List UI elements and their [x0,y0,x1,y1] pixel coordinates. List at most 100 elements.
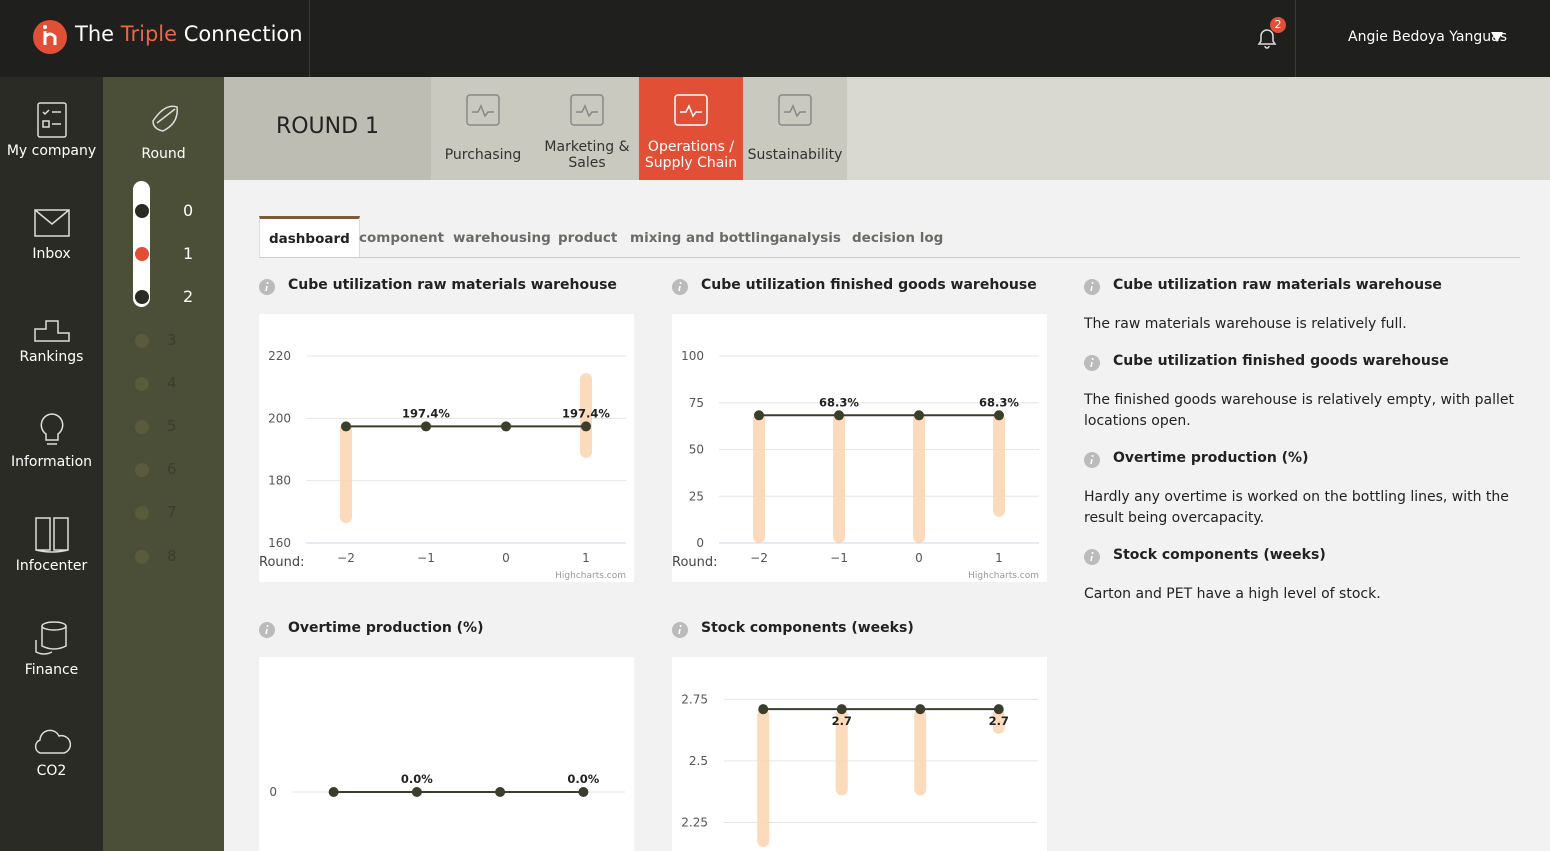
range-bar [913,413,925,543]
tab[interactable]: Operations / Supply Chain [639,77,743,180]
x-tick-label: −1 [830,551,848,565]
round-dot[interactable] [134,290,149,305]
nav-item[interactable]: Rankings [0,307,103,365]
note-text: The finished goods warehouse is relative… [1084,392,1514,429]
range-bar [757,709,770,848]
y-tick-label: 200 [268,411,291,425]
data-label: 0.0% [401,772,433,786]
round-number: 4 [167,373,177,392]
info-icon-stem [678,285,681,292]
brand-word: Connection [183,22,303,46]
round-number: 8 [167,546,177,565]
info-icon-dot [1091,358,1094,360]
y-tick-label: 2.5 [689,754,708,768]
info-icon-stem [1090,361,1093,368]
data-point [994,410,1004,421]
data-label: 68.3% [979,395,1019,409]
range-bar [993,413,1005,517]
nav-item[interactable]: Finance [0,618,103,678]
nav-item[interactable]: Information [0,410,103,470]
nav-item[interactable]: My company [0,99,103,159]
icon [34,729,71,754]
nav-label: Finance [24,662,79,678]
y-tick-label: 220 [268,349,291,363]
subtab[interactable]: warehousing [453,230,551,246]
x-tick-label: −2 [750,551,768,565]
data-point [581,421,591,432]
round-dot[interactable] [134,204,149,218]
round-title: ROUND 1 [275,114,380,139]
subtab[interactable]: dashboard [259,216,360,258]
info-icon-dot [1091,552,1094,554]
nav-item[interactable]: Infocenter [0,514,103,574]
range-bar [835,709,848,796]
data-label: 197.4% [562,406,610,420]
chart-panel [259,314,634,582]
range-bar [992,709,1005,734]
nav-label: My company [6,143,97,159]
x-tick-label: 1 [582,551,590,565]
chart-title: Cube utilization finished goods warehous… [701,277,1037,293]
round-dot [134,506,149,521]
tab[interactable]: Sustainability [743,77,847,180]
subtab[interactable]: product [558,230,618,246]
tab-icon [570,94,604,126]
round-dot [134,420,149,434]
chart-panel [259,657,634,851]
data-point [341,421,351,432]
tab-label: Sustainability [747,147,843,163]
y-tick-label: 0 [696,536,704,550]
x-axis-label: Round: [259,555,305,570]
logo [33,20,67,54]
x-tick-label: 0 [502,551,510,565]
icon [33,320,70,342]
round-dot[interactable] [134,247,149,262]
chart-title: Cube utilization raw materials warehouse [288,277,617,293]
y-tick-label: 160 [268,536,291,550]
subtab[interactable]: decision log [852,230,944,246]
data-point [421,421,431,432]
tab-icon [778,94,812,126]
round-icon [152,105,178,132]
brand: The Triple Connection [75,22,303,46]
round-title-box: ROUND 1 [224,77,431,180]
note-title: Overtime production (%) [1113,450,1309,466]
data-point [836,704,847,715]
data-point [578,787,589,797]
tab[interactable]: Purchasing [431,77,535,180]
icon [34,621,67,655]
nav-item[interactable]: Inbox [0,206,103,262]
tab[interactable]: Marketing & Sales [535,77,639,180]
chart-panel [672,314,1047,582]
info-icon-stem [265,628,268,635]
note-title: Stock components (weeks) [1113,547,1326,563]
sidebar: My company Inbox Rankings Information In… [0,77,103,851]
data-label: 2.7 [832,714,852,728]
header: The Triple Connection 2 Angie Bedoya Yan… [0,0,1550,77]
tab-label: Operations / Supply Chain [644,139,738,171]
data-point [495,787,506,797]
info-icon-dot [679,282,682,284]
nav-item[interactable]: CO2 [0,725,103,779]
icon [40,413,63,445]
icon [34,517,69,553]
data-label: 197.4% [402,406,450,420]
note-text: Hardly any overtime is worked on the bot… [1084,489,1509,526]
subtab[interactable]: analysis [779,230,841,246]
divider [309,0,310,77]
data-point [758,704,769,715]
dropdown-arrow[interactable] [1491,32,1503,42]
tab-icon [466,94,500,126]
subtab[interactable]: component [359,230,445,246]
user-menu[interactable]: Angie Bedoya Yanguas [1348,29,1507,45]
notification-badge: 2 [1270,17,1286,33]
chart-title: Overtime production (%) [288,620,484,636]
subtab[interactable]: mixing and bottling [630,230,780,246]
y-tick-label: 25 [689,489,704,503]
info-icon-stem [678,628,681,635]
tab-icon [674,94,708,126]
round-number: 6 [167,460,177,479]
bell-icon[interactable] [1255,26,1279,50]
note-title: Cube utilization raw materials warehouse [1113,277,1442,293]
